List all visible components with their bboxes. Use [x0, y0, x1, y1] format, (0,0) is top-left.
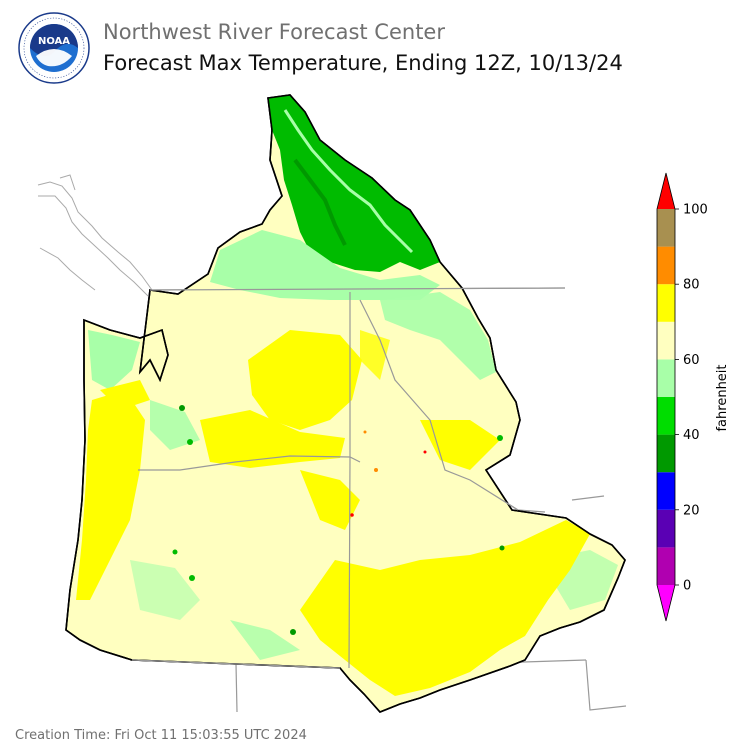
- organization-title: Northwest River Forecast Center: [103, 20, 445, 44]
- legend-units-label: fahrenheit: [715, 364, 730, 431]
- color-bar-bin: [657, 472, 675, 510]
- noaa-logo-text: NOAA: [38, 36, 70, 47]
- color-bar-bin: [657, 246, 675, 285]
- map-title: Forecast Max Temperature, Ending 12Z, 10…: [103, 51, 623, 75]
- color-bar-tick-label: 20: [683, 503, 700, 518]
- color-bar-bin: [657, 209, 675, 247]
- color-bar-bin: [657, 397, 675, 435]
- mountain-green-zone: [268, 95, 440, 272]
- color-bar-tick-label: 100: [683, 203, 708, 218]
- color-bar-bin: [657, 359, 675, 397]
- color-bar-tick-label: 0: [683, 579, 691, 594]
- color-bar-below-min-triangle: [657, 585, 675, 621]
- color-bar-bin: [657, 284, 675, 322]
- forecast-region: [65, 94, 626, 713]
- warm-zone-snake-river-plain: [300, 520, 590, 696]
- color-bar-bin: [657, 509, 675, 548]
- color-bar-tick-label: 40: [683, 428, 700, 443]
- color-bar-tick-label: 80: [683, 278, 700, 293]
- warm-zone-columbia-basin: [248, 330, 362, 430]
- creation-time: Creation Time: Fri Oct 11 15:03:55 UTC 2…: [15, 728, 307, 743]
- coastline-outlines: [37, 174, 161, 303]
- color-bar-above-max-triangle: [657, 173, 675, 209]
- color-bar-bin: [657, 547, 675, 585]
- color-bar-tick-label: 60: [683, 353, 700, 368]
- warm-zone-western-oregon: [76, 390, 145, 600]
- noaa-logo: NOAA: [18, 12, 90, 84]
- temperature-color-bar: 0 20 40 60 80 100: [656, 172, 708, 622]
- color-bar-bin: [657, 321, 675, 360]
- color-bar-bin: [657, 434, 675, 473]
